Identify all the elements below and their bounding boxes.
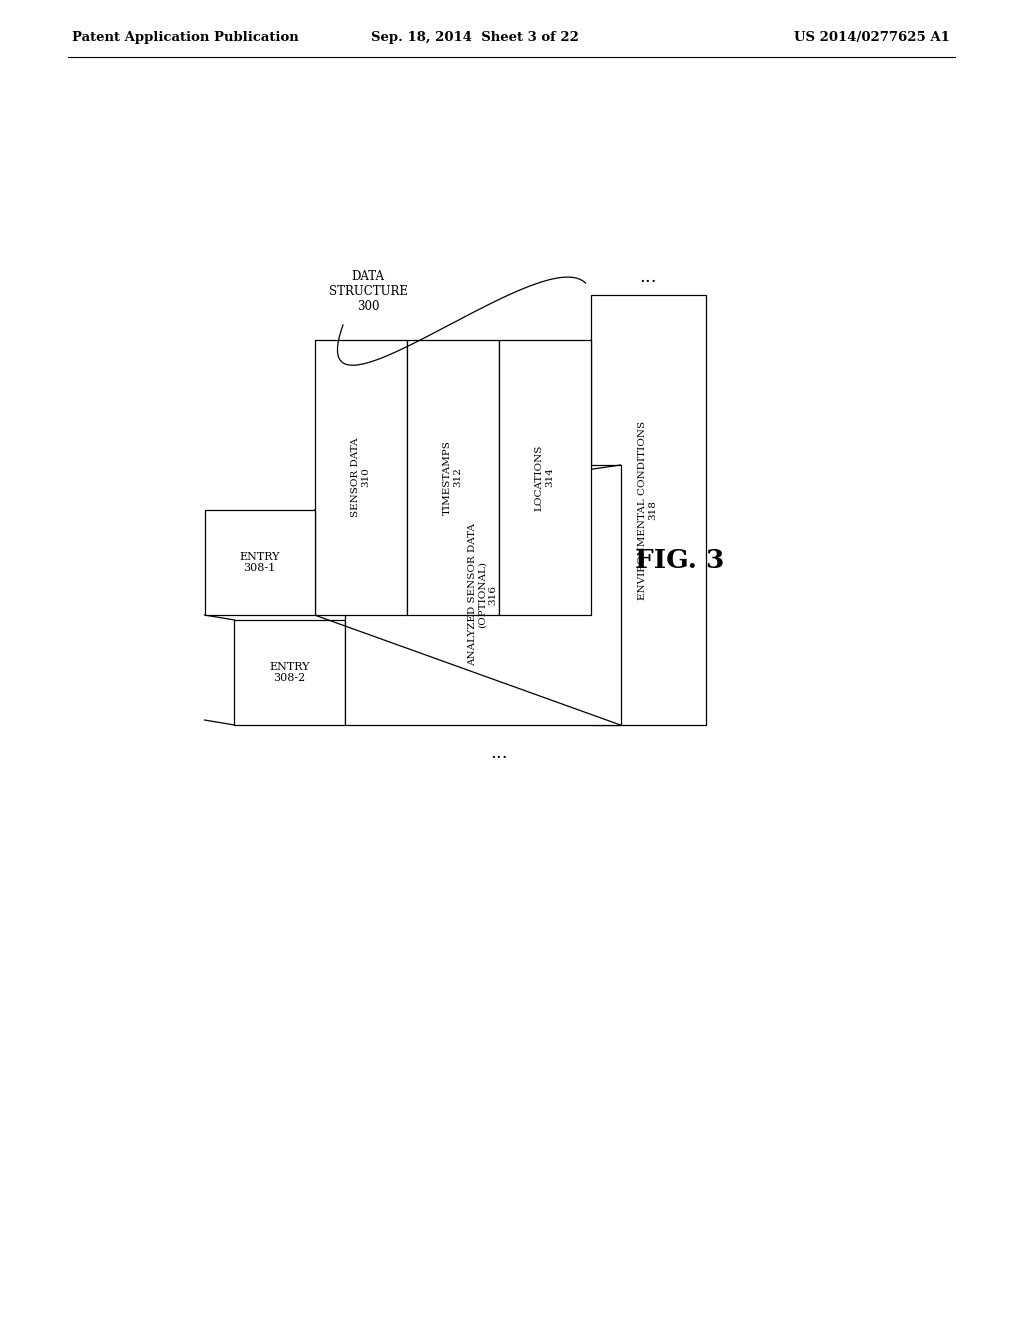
Text: SENSOR DATA
310: SENSOR DATA 310	[351, 438, 371, 517]
Polygon shape	[407, 341, 499, 615]
Text: FIG. 3: FIG. 3	[635, 548, 725, 573]
Text: ENVIRONMENTAL CONDITIONS
318: ENVIRONMENTAL CONDITIONS 318	[638, 421, 657, 599]
Text: Patent Application Publication: Patent Application Publication	[72, 32, 299, 45]
Text: DATA
STRUCTURE
300: DATA STRUCTURE 300	[329, 271, 408, 313]
Polygon shape	[205, 510, 314, 615]
Polygon shape	[344, 465, 621, 725]
Text: ENTRY
308-2: ENTRY 308-2	[269, 661, 309, 684]
Text: LOCATIONS
314: LOCATIONS 314	[535, 445, 554, 511]
Text: ...: ...	[490, 744, 508, 762]
Text: ANALYZED SENSOR DATA
(OPTIONAL)
316: ANALYZED SENSOR DATA (OPTIONAL) 316	[468, 524, 498, 667]
Polygon shape	[591, 294, 706, 725]
Text: ENTRY
308-1: ENTRY 308-1	[240, 552, 280, 573]
Polygon shape	[499, 341, 591, 615]
Text: US 2014/0277625 A1: US 2014/0277625 A1	[795, 32, 950, 45]
Text: ...: ...	[639, 268, 656, 286]
Polygon shape	[314, 341, 407, 615]
Polygon shape	[234, 620, 344, 725]
Text: Sep. 18, 2014  Sheet 3 of 22: Sep. 18, 2014 Sheet 3 of 22	[371, 32, 579, 45]
Text: TIMESTAMPS
312: TIMESTAMPS 312	[442, 440, 462, 515]
